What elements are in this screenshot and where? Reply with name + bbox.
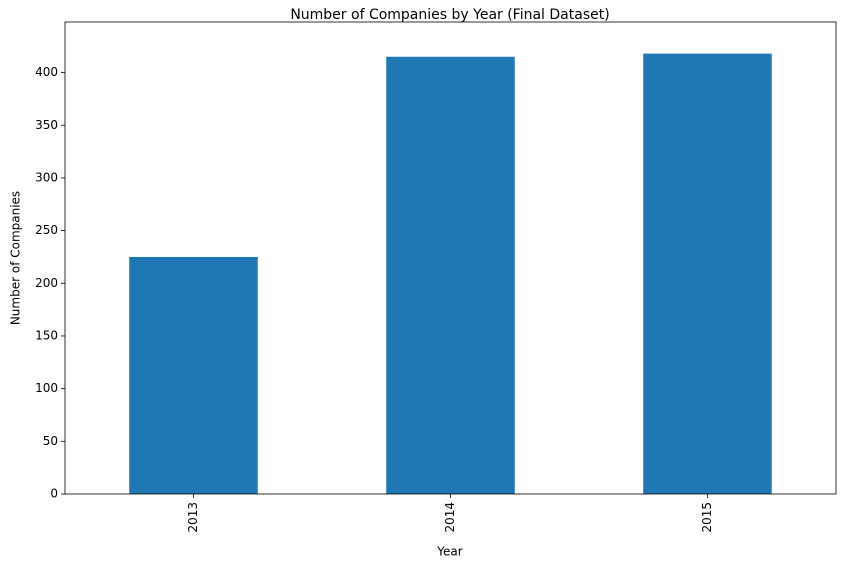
y-tick-label: 300: [35, 170, 58, 184]
y-tick-label: 150: [35, 328, 58, 342]
x-axis-label: Year: [436, 545, 462, 559]
x-tick-label: 2013: [186, 502, 200, 533]
bar: [129, 256, 258, 494]
y-tick-label: 0: [50, 487, 58, 501]
y-axis-label: Number of Companies: [9, 191, 23, 325]
chart-title: Number of Companies by Year (Final Datas…: [290, 7, 609, 23]
y-tick-label: 100: [35, 381, 58, 395]
y-tick-label: 250: [35, 223, 58, 237]
y-tick-label: 50: [43, 434, 58, 448]
x-tick-label: 2014: [443, 502, 457, 533]
y-tick-label: 200: [35, 276, 58, 290]
bar: [386, 56, 515, 495]
y-tick-label: 350: [35, 118, 58, 132]
x-tick-label: 2015: [700, 502, 714, 533]
plot-frame: [64, 21, 837, 495]
y-tick-label: 400: [35, 65, 58, 79]
bar: [643, 53, 772, 494]
